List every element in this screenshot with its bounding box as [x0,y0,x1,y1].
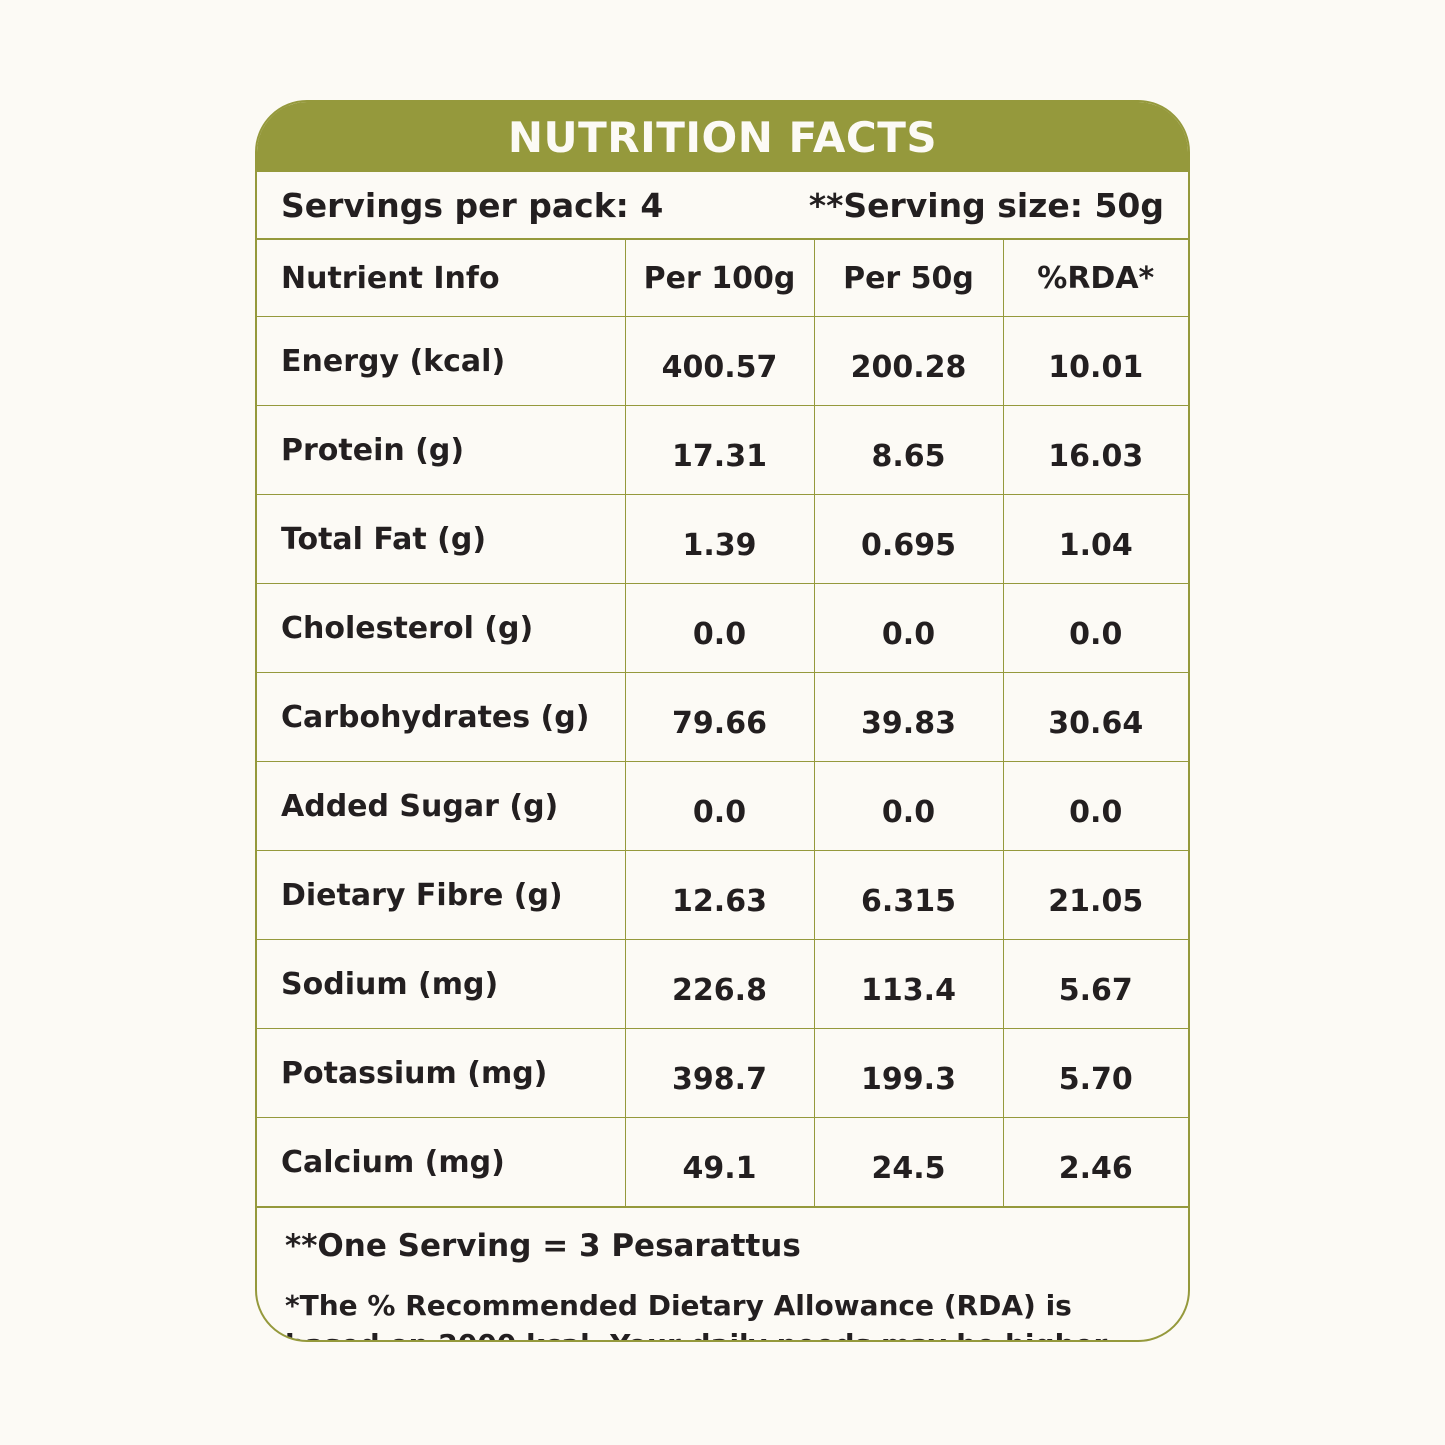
nutrient-name: Potassium (mg) [257,1028,626,1118]
value-rda: 10.01 [1003,316,1188,406]
value-per-100g: 17.31 [625,405,815,495]
nutrition-facts-card: NUTRITION FACTS Servings per pack: 4 **S… [255,100,1190,1342]
nutrient-name: Carbohydrates (g) [257,672,626,762]
value-rda: 0.0 [1003,583,1188,673]
footer-notes: **One Serving = 3 Pesarattus *The % Reco… [257,1208,1188,1340]
nutrition-header: NUTRITION FACTS [257,102,1188,172]
value-per-50g: 199.3 [814,1028,1004,1118]
nutrient-name: Cholesterol (g) [257,583,626,673]
value-per-50g: 39.83 [814,672,1004,762]
table-row: Dietary Fibre (g) 12.63 6.315 21.05 [257,850,1188,940]
table-row: Protein (g) 17.31 8.65 16.03 [257,405,1188,495]
value-per-100g: 1.39 [625,494,815,584]
value-per-50g: 200.28 [814,316,1004,406]
table-body: Energy (kcal) 400.57 200.28 10.01 Protein (g… [257,316,1188,1208]
servings-per-pack: Servings per pack: 4 [281,185,664,225]
value-rda: 30.64 [1003,672,1188,762]
nutrient-name: Energy (kcal) [257,316,626,406]
nutrient-name: Dietary Fibre (g) [257,850,626,940]
value-per-100g: 398.7 [625,1028,815,1118]
table-row: Cholesterol (g) 0.0 0.0 0.0 [257,583,1188,673]
value-per-100g: 79.66 [625,672,815,762]
value-per-50g: 24.5 [814,1117,1004,1208]
value-rda: 16.03 [1003,405,1188,495]
value-per-50g: 0.0 [814,761,1004,851]
rda-note: *The % Recommended Dietary Allowance (RD… [285,1289,1107,1340]
value-per-50g: 0.0 [814,583,1004,673]
value-rda: 5.70 [1003,1028,1188,1118]
column-header-per-50g: Per 50g [814,240,1004,317]
nutrient-name: Sodium (mg) [257,939,626,1029]
table-row: Energy (kcal) 400.57 200.28 10.01 [257,316,1188,406]
value-rda: 1.04 [1003,494,1188,584]
value-per-100g: 400.57 [625,316,815,406]
column-header-per-100g: Per 100g [625,240,815,317]
value-per-100g: 49.1 [625,1117,815,1208]
value-per-50g: 0.695 [814,494,1004,584]
nutrition-title: NUTRITION FACTS [507,112,938,162]
value-rda: 2.46 [1003,1117,1188,1208]
value-per-100g: 12.63 [625,850,815,940]
value-per-50g: 113.4 [814,939,1004,1029]
nutrient-name: Calcium (mg) [257,1117,626,1208]
serving-size: **Serving size: 50g [808,185,1164,225]
nutrient-name: Total Fat (g) [257,494,626,584]
nutrient-name: Protein (g) [257,405,626,495]
value-rda: 21.05 [1003,850,1188,940]
table-row: Total Fat (g) 1.39 0.695 1.04 [257,494,1188,584]
table-row: Potassium (mg) 398.7 199.3 5.70 [257,1028,1188,1118]
value-per-100g: 0.0 [625,583,815,673]
table-row: Added Sugar (g) 0.0 0.0 0.0 [257,761,1188,851]
value-per-50g: 8.65 [814,405,1004,495]
table-row: Calcium (mg) 49.1 24.5 2.46 [257,1117,1188,1208]
column-header-rda: %RDA* [1003,240,1188,317]
value-per-100g: 0.0 [625,761,815,851]
nutrient-name: Added Sugar (g) [257,761,626,851]
serving-info-row: Servings per pack: 4 **Serving size: 50g [257,172,1188,240]
value-per-50g: 6.315 [814,850,1004,940]
value-rda: 0.0 [1003,761,1188,851]
table-row: Carbohydrates (g) 79.66 39.83 30.64 [257,672,1188,762]
serving-note: **One Serving = 3 Pesarattus [285,1228,801,1264]
value-per-100g: 226.8 [625,939,815,1029]
table-header-row: Nutrient Info Per 100g Per 50g %RDA* [257,240,1188,317]
value-rda: 5.67 [1003,939,1188,1029]
table-row: Sodium (mg) 226.8 113.4 5.67 [257,939,1188,1029]
nutrition-table: Nutrient Info Per 100g Per 50g %RDA* Ene… [257,240,1188,1208]
column-header-nutrient: Nutrient Info [257,240,626,317]
